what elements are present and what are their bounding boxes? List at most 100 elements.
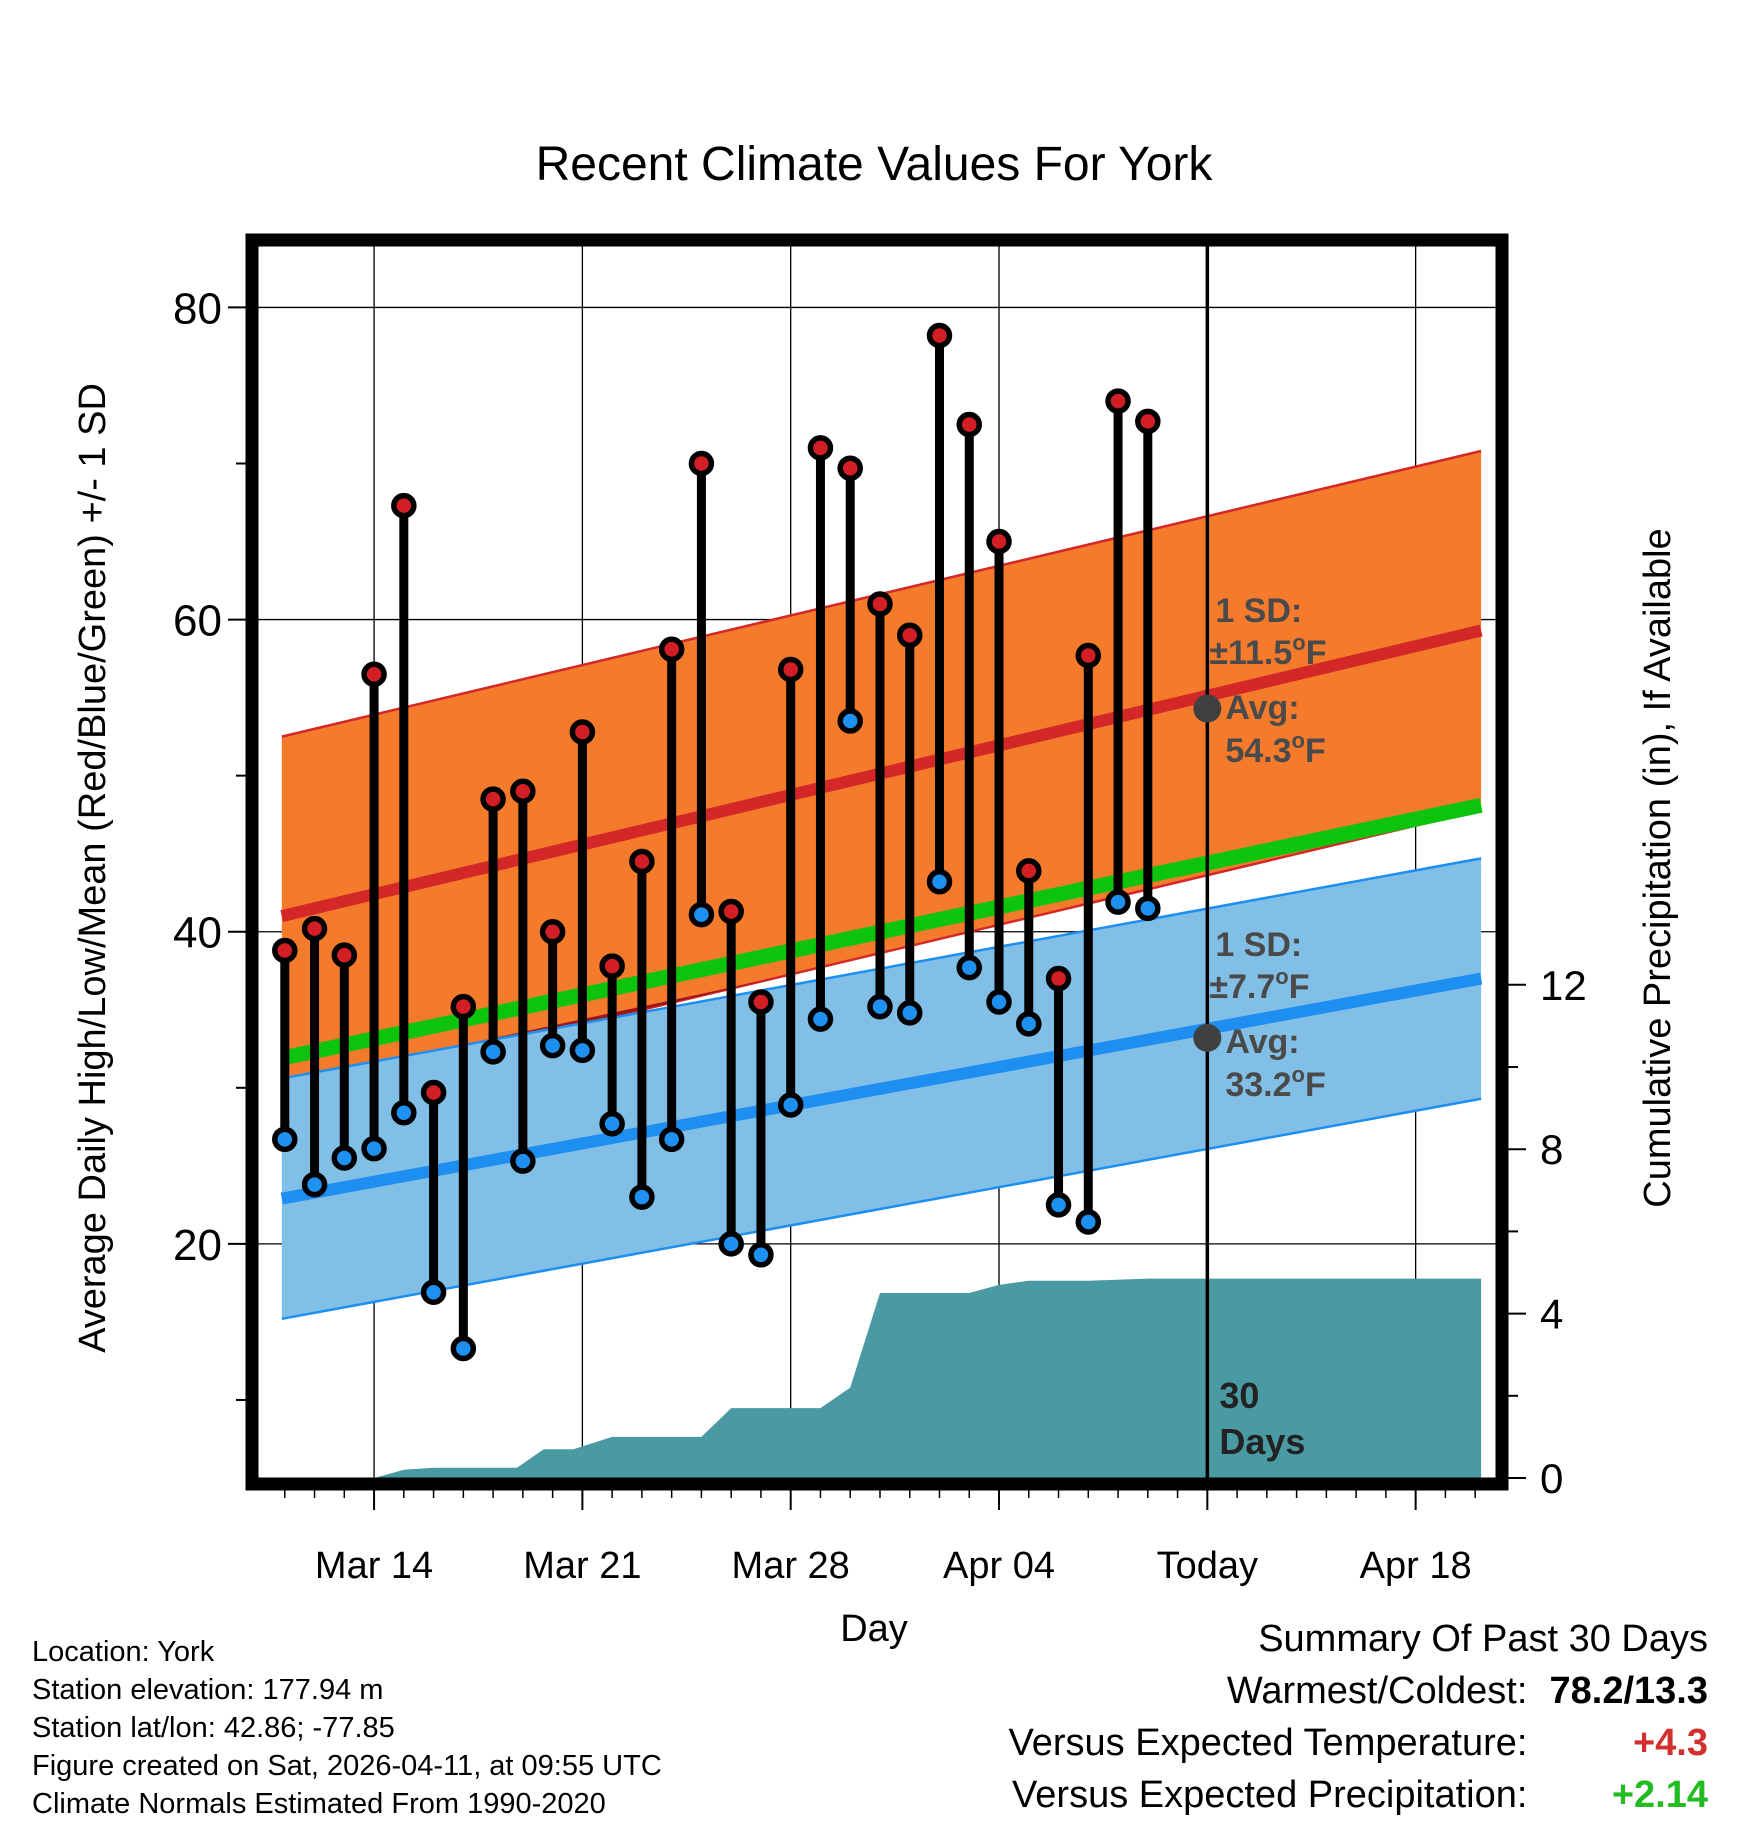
precipitation-area: [281, 1278, 1482, 1478]
normal-low-line: [280, 972, 1483, 1205]
x-tick-label: Mar 28: [732, 1545, 850, 1587]
daily-high-point: [539, 918, 566, 945]
daily-low-point: [926, 869, 953, 895]
daily-low-point: [420, 1279, 447, 1306]
y-tick-label: 80: [173, 284, 222, 333]
daily-high-point: [450, 993, 477, 1020]
daily-high-point: [480, 786, 506, 812]
daily-low-point: [391, 1100, 417, 1126]
daily-low-point: [896, 1000, 923, 1026]
daily-high-point: [391, 492, 417, 519]
high-annotation-sd-value: ±11.5oF: [1209, 630, 1326, 672]
info-created: Figure created on Sat, 2026-04-11, at 09…: [32, 1750, 662, 1782]
daily-high-point: [718, 898, 744, 925]
daily-high-point: [896, 622, 923, 648]
daily-high-point: [629, 848, 655, 875]
daily-high-point: [361, 661, 387, 687]
x-axis-label: Day: [840, 1608, 908, 1650]
today-window-label: Days: [1219, 1421, 1305, 1462]
daily-high-point: [569, 719, 596, 745]
daily-low-point: [658, 1126, 685, 1153]
low-annotation-sd-label: 1 SD:: [1215, 926, 1302, 964]
daily-high-point: [301, 915, 328, 942]
info-location: Location: York: [32, 1636, 215, 1668]
chart-title: Recent Climate Values For York: [536, 138, 1214, 191]
overlap-wedge: [281, 977, 776, 1096]
daily-high-point: [867, 591, 893, 617]
daily-high-point: [599, 953, 625, 979]
summary-warmest-row: Warmest/Coldest: 78.2/13.3: [1227, 1670, 1708, 1713]
daily-high-point: [1135, 408, 1161, 435]
high-annotation-avg-label: Avg:: [1225, 689, 1299, 727]
daily-high-point: [956, 411, 983, 438]
daily-high-point: [837, 455, 863, 481]
daily-high-point: [748, 989, 774, 1015]
daily-low-point: [956, 954, 983, 981]
info-elevation: Station elevation: 177.94 m: [32, 1674, 384, 1706]
y-axis-label-left: Average Daily High/Low/Mean (Red/Blue/Gr…: [72, 383, 114, 1353]
summary-temp-value: +4.3: [1632, 1722, 1708, 1764]
daily-low-point: [301, 1171, 328, 1198]
low-annotation-avg-marker: [1193, 1023, 1222, 1052]
summary-precip-value: +2.14: [1611, 1774, 1708, 1816]
x-tick-label: Today: [1157, 1545, 1258, 1587]
y-tick-label: 40: [173, 909, 222, 958]
station-info: Location: York Station elevation: 177.94…: [32, 1633, 662, 1823]
daily-high-point: [1045, 965, 1072, 992]
summary-title: Summary Of Past 30 Days: [1258, 1618, 1708, 1660]
daily-high-point: [688, 450, 715, 477]
daily-low-point: [361, 1135, 387, 1162]
daily-high-point: [777, 656, 804, 683]
daily-high-point: [658, 636, 685, 662]
high-annotation-avg-value: 54.3oF: [1225, 728, 1325, 770]
daily-low-point: [272, 1126, 298, 1153]
daily-high-point: [510, 778, 536, 805]
daily-high-point: [1016, 858, 1042, 884]
y-tick-label: 20: [173, 1221, 222, 1270]
daily-high-point: [1105, 388, 1131, 414]
daily-low-point: [1135, 895, 1161, 922]
daily-high-point: [926, 322, 953, 349]
daily-high-point: [986, 528, 1012, 555]
summary-precip-label: Versus Expected Precipitation:: [1012, 1774, 1528, 1816]
precip-tick-label: 12: [1540, 962, 1587, 1009]
low-annotation-avg-label: Avg:: [1225, 1023, 1299, 1061]
daily-low-point: [331, 1145, 358, 1171]
plot-frame: [245, 233, 1509, 1491]
daily-low-point: [777, 1092, 804, 1118]
daily-low-point: [599, 1110, 625, 1137]
precip-tick-label: 8: [1540, 1126, 1563, 1173]
daily-low-point: [1016, 1011, 1042, 1037]
high-annotation-avg-marker: [1193, 694, 1222, 723]
x-tick-label: Mar 14: [315, 1545, 433, 1587]
daily-high-point: [1075, 642, 1102, 669]
low-annotation-avg-value: 33.2oF: [1225, 1062, 1325, 1104]
daily-low-point: [450, 1335, 477, 1362]
low-annotation-sd-value: ±7.7oF: [1209, 964, 1309, 1006]
x-tick-label: Apr 18: [1360, 1545, 1472, 1587]
daily-low-point: [1045, 1192, 1072, 1218]
daily-high-point: [331, 942, 358, 968]
info-latlon: Station lat/lon: 42.86; -77.85: [32, 1712, 395, 1744]
daily-low-point: [688, 901, 715, 928]
precip-tick-label: 4: [1540, 1291, 1563, 1338]
daily-low-point: [867, 993, 893, 1020]
low-sd-band-lower-edge: [281, 1097, 1482, 1321]
daily-high-point: [420, 1079, 447, 1106]
daily-low-point: [569, 1037, 596, 1064]
daily-low-point: [986, 989, 1012, 1015]
summary-temp-label: Versus Expected Temperature:: [1008, 1722, 1528, 1764]
daily-low-point: [718, 1231, 744, 1257]
daily-low-point: [837, 708, 863, 734]
daily-low-point: [510, 1148, 536, 1174]
daily-low-point: [539, 1032, 566, 1059]
daily-low-point: [1105, 889, 1131, 915]
daily-low-point: [629, 1184, 655, 1210]
summary-warmest-value: 78.2/13.3: [1549, 1670, 1708, 1712]
info-normals: Climate Normals Estimated From 1990-2020: [32, 1788, 606, 1820]
summary-temp-row: Versus Expected Temperature: +4.3: [1009, 1722, 1708, 1765]
precip-tick-label: 0: [1540, 1455, 1563, 1502]
x-tick-label: Mar 21: [523, 1545, 641, 1587]
daily-low-point: [480, 1039, 506, 1065]
daily-high-point: [807, 435, 834, 461]
